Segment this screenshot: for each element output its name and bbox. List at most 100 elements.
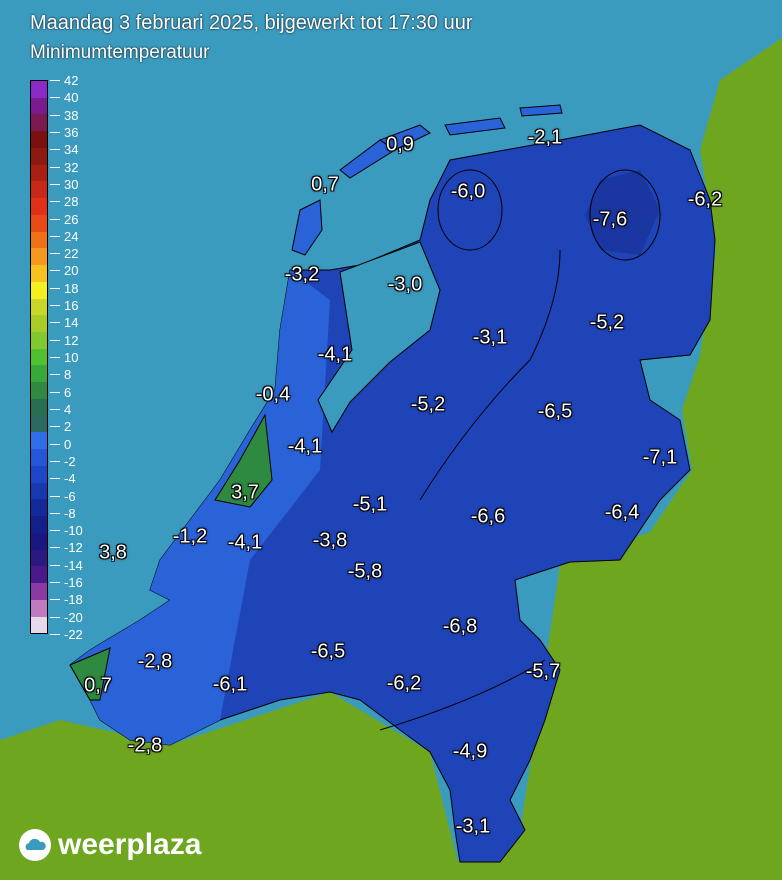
temp-label: 3,8 xyxy=(99,541,127,564)
temp-label: 0,7 xyxy=(311,173,339,196)
legend-tick: -20 xyxy=(50,611,83,624)
temp-label: -6,8 xyxy=(442,615,478,638)
legend-swatch xyxy=(31,499,47,517)
legend-tick: 2 xyxy=(50,420,71,433)
temp-label: -5,7 xyxy=(525,660,561,683)
map-title: Maandag 3 februari 2025, bijgewerkt tot … xyxy=(30,12,473,34)
isotherm xyxy=(437,169,503,251)
temp-label: -6,0 xyxy=(450,180,486,203)
legend-tick: 14 xyxy=(50,316,78,329)
legend-tick: 20 xyxy=(50,264,78,277)
west-region xyxy=(70,270,330,745)
map-subtitle: Minimumtemperatuur xyxy=(30,42,210,63)
temp-label: -5,1 xyxy=(352,493,388,516)
legend-swatch xyxy=(31,248,47,266)
legend-tick: -8 xyxy=(50,507,76,520)
legend-tick: 8 xyxy=(50,368,71,381)
legend-swatch xyxy=(31,348,47,366)
temp-label: 0,7 xyxy=(84,674,112,697)
legend-tick: 4 xyxy=(50,403,71,416)
temp-label: 0,9 xyxy=(386,133,414,156)
legend-swatch xyxy=(31,231,47,249)
temp-label: -0,4 xyxy=(255,383,291,406)
temp-label: -3,1 xyxy=(455,815,491,838)
legend-tick: 36 xyxy=(50,126,78,139)
east-dark-region xyxy=(585,170,660,255)
isotherm xyxy=(419,249,561,501)
temp-label: -6,5 xyxy=(537,400,573,423)
legend-tick: 16 xyxy=(50,299,78,312)
legend-tick: -16 xyxy=(50,576,83,589)
temp-label: -3,1 xyxy=(472,326,508,349)
legend-tick: 0 xyxy=(50,438,71,451)
temp-label: -6,2 xyxy=(687,188,723,211)
neighbouring-land xyxy=(0,38,782,880)
schiermonnikoog xyxy=(519,104,563,117)
legend-swatch xyxy=(31,566,47,584)
temp-label: -4,1 xyxy=(287,435,323,458)
legend-tick: -6 xyxy=(50,490,76,503)
legend-swatch xyxy=(31,281,47,299)
legend-tick: 42 xyxy=(50,74,78,87)
legend-swatch xyxy=(31,97,47,115)
ameland xyxy=(444,117,506,136)
legend-swatch xyxy=(31,382,47,399)
legend-tick: 6 xyxy=(50,386,71,399)
temp-label: -6,4 xyxy=(604,501,640,524)
zeeland-warm-area xyxy=(69,647,111,701)
temp-label: -6,1 xyxy=(212,673,248,696)
legend-swatch xyxy=(31,81,47,98)
temp-label: -3,8 xyxy=(312,529,348,552)
legend-tick: -2 xyxy=(50,455,76,468)
temp-label: -6,5 xyxy=(310,640,346,663)
legend-tick: 40 xyxy=(50,91,78,104)
temp-label: -2,1 xyxy=(527,126,563,149)
temp-label: -6,6 xyxy=(470,505,506,528)
cloud-logo-icon xyxy=(19,829,51,861)
legend-swatch xyxy=(31,365,47,383)
terschelling xyxy=(378,124,431,151)
legend-tick: -12 xyxy=(50,541,83,554)
legend-tick: -10 xyxy=(50,524,83,537)
legend-swatch xyxy=(31,516,47,533)
isotherm xyxy=(379,659,546,731)
legend-swatch xyxy=(31,415,47,433)
legend-swatch xyxy=(31,532,47,550)
legend-swatch xyxy=(31,214,47,232)
legend-swatch xyxy=(31,465,47,483)
legend-swatch xyxy=(31,198,47,215)
legend-tick: 12 xyxy=(50,334,78,347)
legend-tick: 10 xyxy=(50,351,78,364)
temp-label: -4,1 xyxy=(317,343,353,366)
temp-label: -7,6 xyxy=(592,208,628,231)
temp-label: -5,8 xyxy=(347,560,383,583)
temp-label: -3,0 xyxy=(387,273,423,296)
legend-swatch xyxy=(31,432,47,450)
legend-tick: 24 xyxy=(50,230,78,243)
isotherm xyxy=(589,169,661,261)
temp-label: -7,1 xyxy=(642,446,678,469)
texel xyxy=(291,199,323,256)
color-legend xyxy=(30,80,48,634)
legend-tick: 32 xyxy=(50,161,78,174)
legend-swatch xyxy=(31,265,47,282)
legend-tick: -18 xyxy=(50,593,83,606)
temp-label: -1,2 xyxy=(172,525,208,548)
legend-ticks: 42 40 38 36 34 32 30 28 26 24 22 20 18 16 14 12 10 8 6 4 2 0-… xyxy=(50,74,100,641)
temp-label: -2,8 xyxy=(137,650,173,673)
legend-tick: 38 xyxy=(50,109,78,122)
legend-tick: -4 xyxy=(50,472,76,485)
legend-swatch xyxy=(31,298,47,316)
legend-swatch xyxy=(31,147,47,165)
legend-tick: 28 xyxy=(50,195,78,208)
legend-tick: -14 xyxy=(50,559,83,572)
legend-swatch xyxy=(31,181,47,199)
temp-label: -4,9 xyxy=(452,740,488,763)
legend-tick: 22 xyxy=(50,247,78,260)
legend-swatch xyxy=(31,164,47,182)
coastal-warm-area xyxy=(214,413,273,508)
legend-swatch xyxy=(31,398,47,416)
legend-swatch xyxy=(31,583,47,600)
ijsselmeer xyxy=(317,241,441,434)
